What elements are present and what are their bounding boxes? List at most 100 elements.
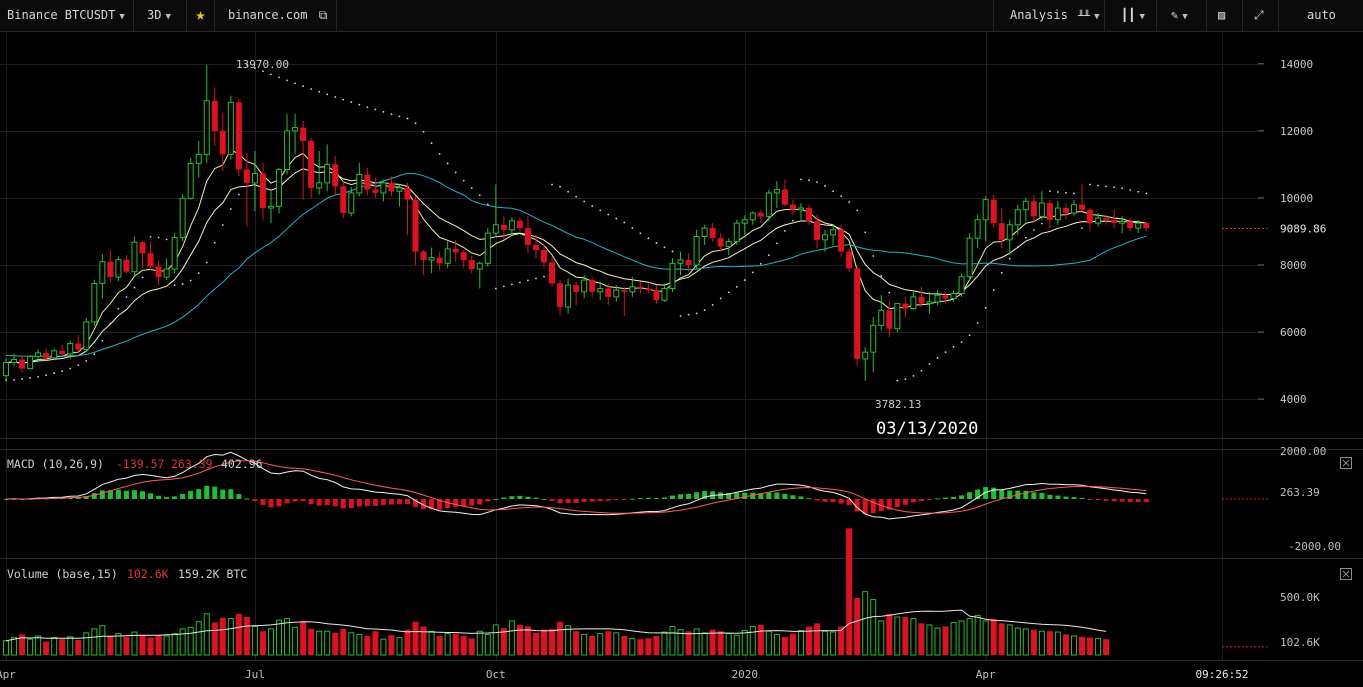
sar-dot	[583, 200, 586, 203]
macd-histogram-bar	[140, 491, 146, 499]
volume-bar-down	[524, 626, 531, 655]
candle-body-down	[364, 174, 371, 190]
drawing-tools-menu[interactable]: ✎ ▼	[1157, 0, 1207, 31]
volume-bar-down	[75, 639, 82, 655]
candle-body-down	[541, 249, 548, 263]
macd-histogram-bar	[549, 499, 555, 501]
sar-dot	[262, 70, 264, 73]
high-price-label: 13970.00	[236, 58, 289, 71]
macd-histogram-bar	[822, 499, 828, 502]
chart-area[interactable]: 14000 12000 10000 8000 6000 4000 9089.86 MACD …	[0, 31, 1363, 687]
candle-body-up	[1070, 204, 1077, 214]
macd-histogram-bar	[782, 493, 788, 499]
sar-dot	[406, 117, 409, 120]
analysis-menu[interactable]: Analysis ╨╨ ▼	[993, 0, 1105, 31]
source-link[interactable]: binance.com ⧉	[215, 0, 337, 31]
close-icon[interactable]	[1340, 568, 1352, 580]
macd-histogram-bar	[131, 490, 137, 499]
macd-histogram-bar	[1087, 499, 1093, 500]
volume-bar-down	[19, 634, 26, 655]
candle-body-up	[878, 309, 885, 326]
scale-mode-button[interactable]: auto	[1279, 0, 1363, 31]
volume-panel: Volume (base,15) 102.6K 159.2K BTC 500.0…	[0, 528, 1363, 656]
macd-histogram-bar	[774, 492, 780, 499]
macd-histogram-bar	[372, 499, 378, 506]
volume-axis-tick: 500.0K	[1280, 591, 1320, 604]
candle-body-down	[452, 248, 459, 253]
candle-body-up	[492, 224, 499, 234]
symbol-selector[interactable]: Binance BTCUSDT ▼	[0, 0, 134, 31]
candle-body-up	[3, 362, 9, 377]
candle-body-down	[990, 199, 997, 224]
volume-bar-down	[532, 632, 539, 655]
sar-dot	[551, 183, 553, 186]
sar-dot	[414, 122, 417, 125]
snapshot-button[interactable]: ▨	[1207, 0, 1243, 31]
volume-bar-up	[171, 633, 178, 656]
candle-body-up	[958, 276, 965, 295]
volume-bar-down	[308, 628, 315, 655]
star-icon[interactable]: ★	[187, 0, 215, 31]
sar-dot	[197, 272, 200, 275]
macd-value-signal: 263.39	[171, 457, 213, 471]
volume-bar-up	[484, 633, 491, 656]
macd-histogram-bar	[758, 493, 764, 499]
candle-body-down	[107, 261, 114, 278]
macd-histogram-bar	[597, 499, 603, 501]
volume-bar-down	[685, 631, 692, 655]
volume-bar-up	[765, 630, 772, 656]
sar-dot	[117, 307, 120, 310]
volume-bar-down	[388, 635, 395, 655]
macd-histogram-bar	[798, 496, 804, 499]
candle-body-up	[741, 219, 748, 224]
fullscreen-button[interactable]: ⤢	[1243, 0, 1279, 31]
interval-selector[interactable]: 3D ▼	[134, 0, 187, 31]
sar-dot	[816, 181, 818, 184]
volume-bar-down	[653, 636, 660, 655]
candle-body-up	[51, 350, 58, 359]
candle-body-up	[508, 220, 515, 231]
volume-bar-down	[717, 631, 724, 655]
volume-bar-down	[1087, 637, 1094, 655]
candle-body-up	[797, 207, 804, 211]
chevron-down-icon: ▼	[119, 12, 125, 22]
macd-histogram-bar	[316, 499, 322, 506]
volume-bar-up	[701, 632, 708, 656]
close-icon[interactable]	[1340, 457, 1352, 469]
sar-dot	[334, 96, 337, 98]
macd-histogram-bar	[509, 496, 515, 499]
macd-histogram-bar	[902, 499, 908, 505]
candle-body-up	[934, 294, 941, 303]
volume-bar-up	[195, 621, 202, 656]
sar-dot	[342, 98, 345, 101]
macd-histogram-bar	[694, 492, 700, 499]
expand-icon: ⤢	[1254, 8, 1264, 22]
candle-body-down	[549, 262, 556, 284]
macd-histogram-bar	[862, 499, 868, 515]
sar-dot	[952, 346, 955, 348]
sar-dot	[575, 195, 578, 198]
volume-bar-up	[428, 630, 435, 656]
volume-ma-line	[5, 609, 1107, 642]
volume-bar-up	[862, 591, 869, 656]
volume-value-current: 102.6K	[127, 567, 169, 581]
candle-body-up	[974, 219, 981, 239]
chart-type-menu[interactable]: ┃┃ ▼	[1105, 0, 1157, 31]
sar-dot	[904, 378, 907, 381]
candle-body-down	[1143, 223, 1150, 229]
candle-body-up	[171, 237, 178, 270]
macd-histogram-bar	[477, 499, 483, 505]
macd-histogram-bar	[99, 490, 105, 499]
sar-dot	[703, 309, 706, 311]
sar-dot	[270, 73, 272, 76]
sar-dot	[864, 231, 867, 234]
candle-body-up	[380, 182, 387, 194]
sar-dot	[519, 281, 521, 284]
price-axis-tick-label: 14000	[1280, 58, 1313, 71]
sar-dot	[286, 79, 288, 82]
volume-bar-up	[974, 614, 981, 656]
sar-dot	[992, 289, 995, 291]
sar-dot	[1065, 191, 1067, 194]
candle-body-up	[131, 241, 138, 273]
candle-body-down	[43, 352, 50, 358]
